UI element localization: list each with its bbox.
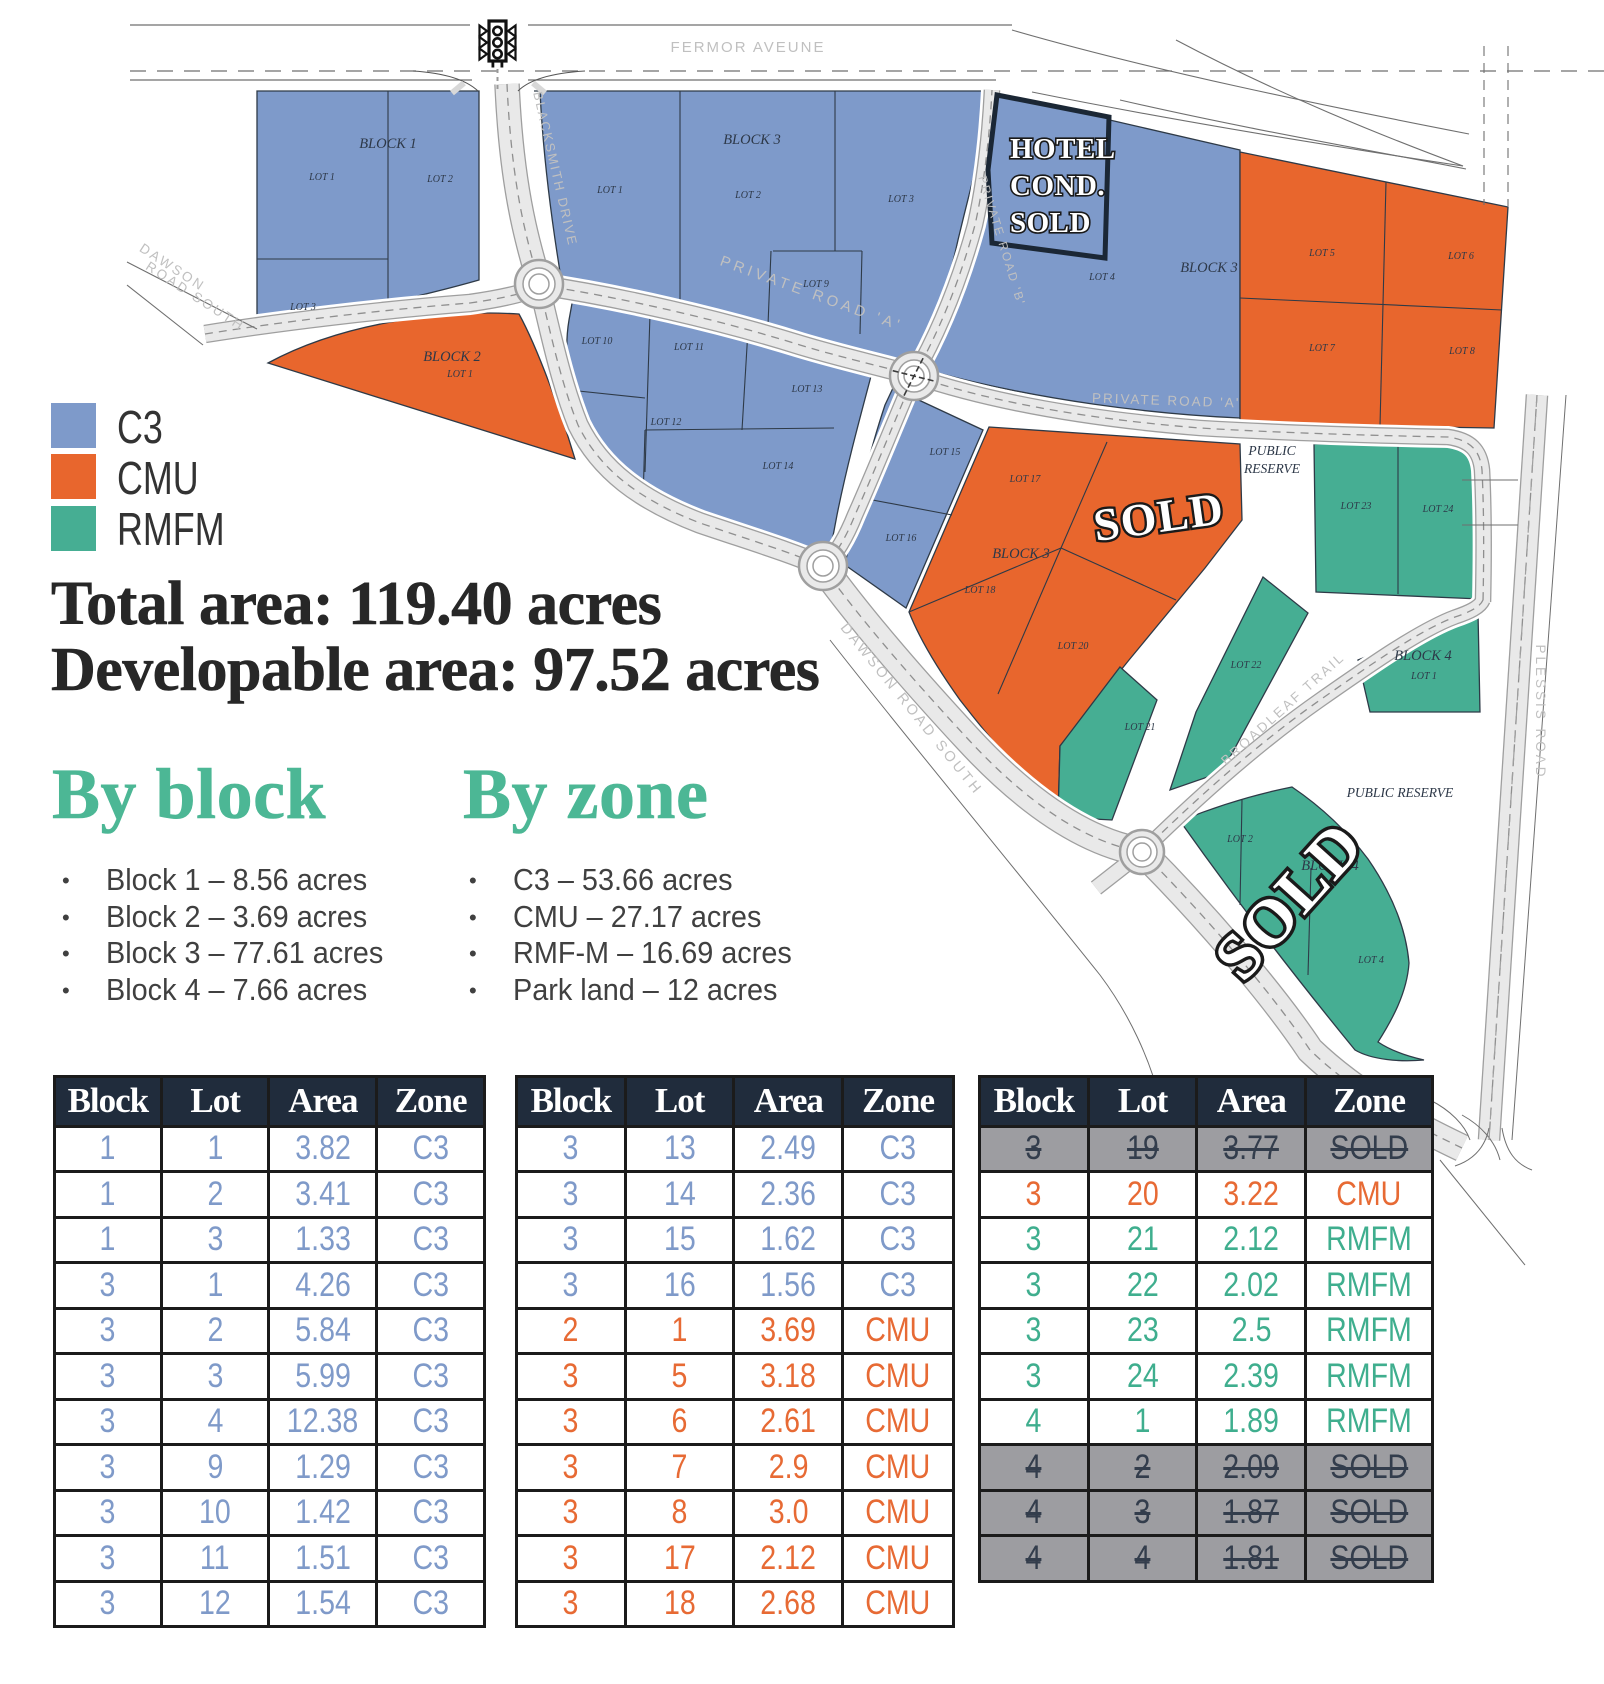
svg-text:LOT 12: LOT 12 bbox=[650, 417, 682, 428]
svg-text:LOT 5: LOT 5 bbox=[1308, 248, 1335, 259]
svg-text:BLOCK 4: BLOCK 4 bbox=[1301, 858, 1359, 874]
svg-text:LOT 18: LOT 18 bbox=[964, 585, 996, 596]
svg-text:LOT 13: LOT 13 bbox=[791, 384, 823, 395]
svg-text:LOT 21: LOT 21 bbox=[1124, 722, 1156, 733]
svg-text:LOT 23: LOT 23 bbox=[1340, 501, 1372, 512]
svg-text:PLESSIS ROAD: PLESSIS ROAD bbox=[1533, 644, 1548, 779]
svg-text:BLOCK 3: BLOCK 3 bbox=[1180, 260, 1238, 276]
svg-text:LOT 11: LOT 11 bbox=[673, 342, 704, 353]
svg-text:LOT 14: LOT 14 bbox=[762, 461, 794, 472]
svg-text:LOT 7: LOT 7 bbox=[1308, 343, 1336, 354]
svg-text:RESERVE: RESERVE bbox=[1243, 461, 1301, 476]
svg-text:SOLD: SOLD bbox=[1010, 207, 1091, 239]
svg-text:LOT 24: LOT 24 bbox=[1422, 504, 1454, 515]
svg-text:LOT 20: LOT 20 bbox=[1057, 641, 1089, 652]
svg-text:FERMOR AVEUNE: FERMOR AVEUNE bbox=[671, 39, 826, 56]
svg-text:LOT 4: LOT 4 bbox=[1357, 955, 1384, 966]
svg-text:BLOCK 1: BLOCK 1 bbox=[359, 136, 417, 152]
svg-text:LOT 10: LOT 10 bbox=[581, 336, 613, 347]
svg-text:LOT 1: LOT 1 bbox=[308, 172, 335, 183]
svg-text:BLOCK 3: BLOCK 3 bbox=[723, 132, 781, 148]
svg-text:ROAD SOUTH: ROAD SOUTH bbox=[143, 259, 248, 334]
svg-text:PUBLIC RESERVE: PUBLIC RESERVE bbox=[1346, 785, 1454, 800]
svg-text:BLOCK 2: BLOCK 2 bbox=[423, 349, 481, 365]
svg-text:LOT 17: LOT 17 bbox=[1009, 474, 1042, 485]
svg-text:BLOCK 3: BLOCK 3 bbox=[992, 546, 1050, 562]
svg-text:LOT 2: LOT 2 bbox=[734, 190, 761, 201]
svg-text:LOT 6: LOT 6 bbox=[1447, 251, 1474, 262]
svg-text:PUBLIC: PUBLIC bbox=[1247, 443, 1296, 458]
svg-text:LOT 1: LOT 1 bbox=[1410, 671, 1437, 682]
svg-text:HOTEL: HOTEL bbox=[1010, 133, 1116, 165]
svg-text:LOT 15: LOT 15 bbox=[929, 447, 961, 458]
svg-text:LOT 3: LOT 3 bbox=[289, 302, 316, 313]
svg-text:LOT 4: LOT 4 bbox=[1088, 272, 1115, 283]
svg-text:LOT 3: LOT 3 bbox=[887, 194, 914, 205]
svg-text:LOT 16: LOT 16 bbox=[885, 533, 917, 544]
svg-text:LOT 2: LOT 2 bbox=[426, 174, 453, 185]
svg-text:COND.: COND. bbox=[1010, 170, 1105, 202]
svg-text:BLOCK 4: BLOCK 4 bbox=[1394, 648, 1452, 664]
svg-text:LOT 2: LOT 2 bbox=[1226, 834, 1253, 845]
svg-text:LOT 9: LOT 9 bbox=[802, 279, 829, 290]
svg-text:LOT 8: LOT 8 bbox=[1448, 346, 1475, 357]
svg-text:LOT 1: LOT 1 bbox=[596, 185, 623, 196]
svg-text:PRIVATE ROAD 'A': PRIVATE ROAD 'A' bbox=[1092, 390, 1241, 410]
svg-text:LOT 22: LOT 22 bbox=[1230, 660, 1262, 671]
svg-text:LOT 1: LOT 1 bbox=[446, 369, 473, 380]
